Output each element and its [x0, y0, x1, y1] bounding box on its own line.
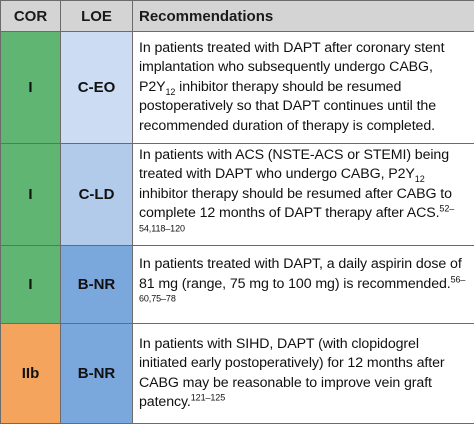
header-row: COR LOE Recommendations: [1, 1, 474, 32]
table-row: I B-NR In patients treated with DAPT, a …: [1, 246, 474, 324]
loe-cell: C-LD: [61, 144, 133, 246]
table-row: I C-EO In patients treated with DAPT aft…: [1, 32, 474, 144]
rec-text-subscript: 12: [166, 87, 176, 97]
rec-text-part2: inhibitor therapy should be resumed post…: [139, 79, 436, 134]
recommendation-text: In patients with ACS (NSTE-ACS or STEMI)…: [133, 144, 474, 246]
recommendation-text: In patients treated with DAPT after coro…: [133, 32, 474, 144]
cor-cell: I: [1, 32, 61, 144]
recommendation-text: In patients treated with DAPT, a daily a…: [133, 246, 474, 324]
cor-cell: I: [1, 144, 61, 246]
rec-refs: 121–125: [191, 392, 225, 402]
recommendations-header: Recommendations: [133, 1, 474, 32]
rec-text-part1: In patients treated with DAPT, a daily a…: [139, 256, 462, 291]
rec-text-subscript: 12: [415, 174, 425, 184]
cor-header: COR: [1, 1, 61, 32]
loe-cell: B-NR: [61, 324, 133, 424]
loe-cell: B-NR: [61, 246, 133, 324]
loe-cell: C-EO: [61, 32, 133, 144]
rec-text-part1: In patients with ACS (NSTE-ACS or STEMI)…: [139, 147, 449, 182]
cor-cell: IIb: [1, 324, 61, 424]
table-row: IIb B-NR In patients with SIHD, DAPT (wi…: [1, 324, 474, 424]
recommendation-text: In patients with SIHD, DAPT (with clopid…: [133, 324, 474, 424]
cor-cell: I: [1, 246, 61, 324]
rec-text-part2: inhibitor therapy should be resumed afte…: [139, 186, 452, 221]
loe-header: LOE: [61, 1, 133, 32]
rec-text-part1: In patients with SIHD, DAPT (with clopid…: [139, 336, 445, 410]
table-row: I C-LD In patients with ACS (NSTE-ACS or…: [1, 144, 474, 246]
